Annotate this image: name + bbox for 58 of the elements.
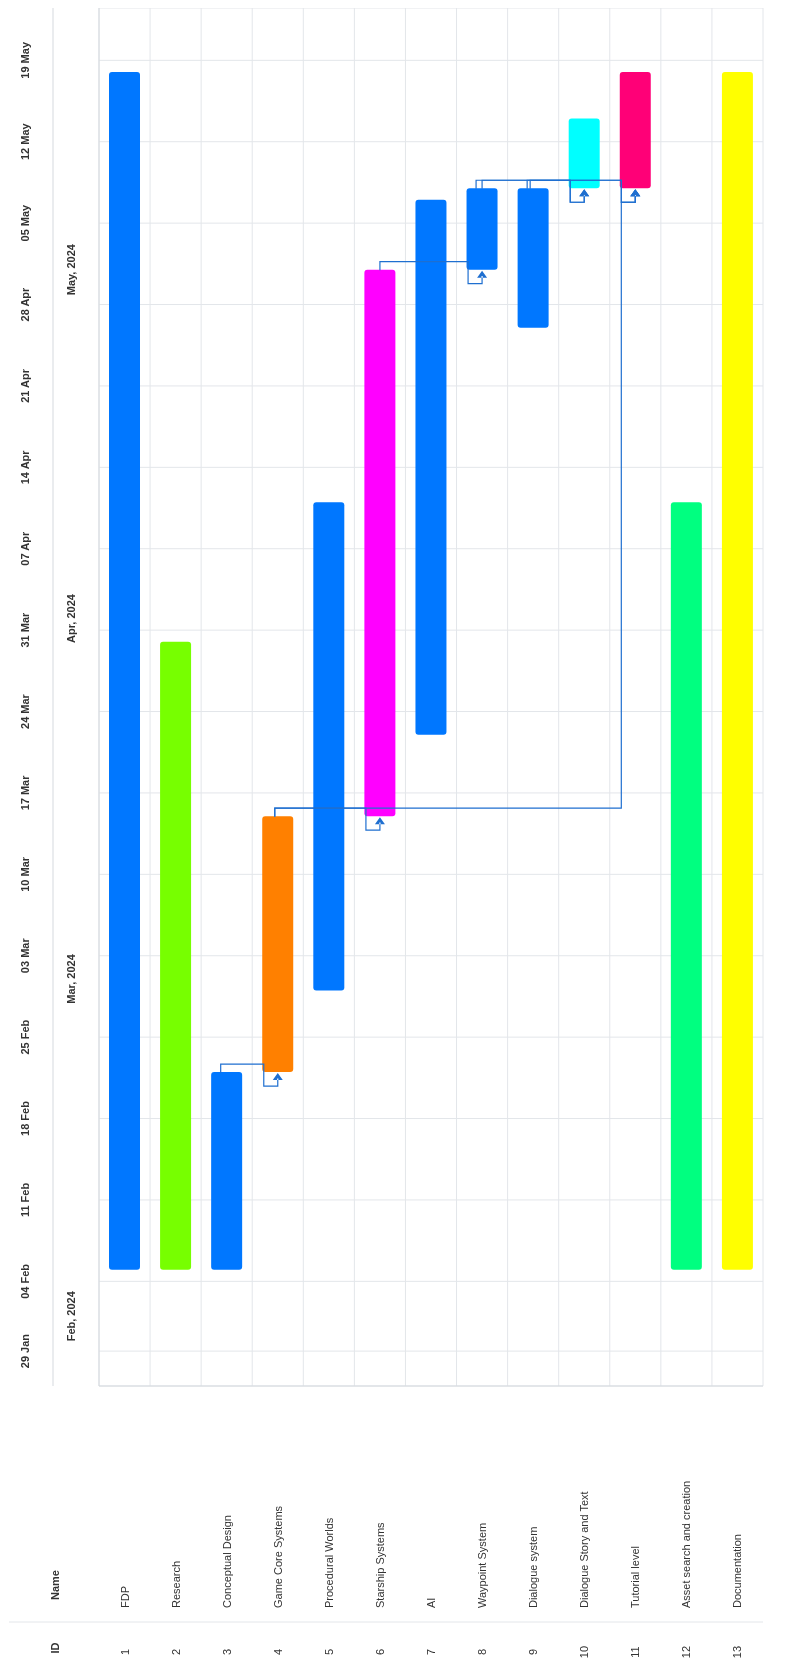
- text: 13: [731, 1645, 744, 1659]
- text: 1: [118, 1648, 131, 1656]
- bar: [670, 502, 702, 1270]
- x-tick-label: Asset search and creation: [680, 1480, 693, 1608]
- bar: [415, 199, 447, 735]
- bar: [160, 641, 192, 1270]
- text: 9: [527, 1648, 540, 1656]
- bar: [364, 269, 396, 817]
- y-tick-label: 18 Feb: [19, 1100, 31, 1136]
- x-tick-label: Game Core Systems: [271, 1505, 284, 1608]
- text: Name: [49, 1570, 61, 1600]
- bar: [313, 502, 345, 991]
- text: 10: [578, 1645, 591, 1659]
- y-tick-label: 31 Mar: [19, 611, 31, 648]
- y-tick-label: 25 Feb: [19, 1019, 31, 1055]
- y-tick-label: 11 Feb: [19, 1182, 31, 1218]
- x-tick-label: Conceptual Design: [220, 1515, 233, 1608]
- text: 12: [680, 1645, 693, 1659]
- y-tick-label: 19 May: [19, 41, 31, 79]
- y-tick-label: 10 Mar: [19, 856, 31, 892]
- x-tick-label: Documentation: [731, 1534, 744, 1608]
- text: ID: [49, 1642, 61, 1654]
- bar: [619, 71, 651, 189]
- x-tick-label: Dialogue system: [527, 1526, 540, 1608]
- x-tick-label: Waypoint System: [476, 1522, 489, 1608]
- y-tick-label: 28 Apr: [19, 286, 31, 322]
- y-tick-label: 12 May: [19, 122, 31, 161]
- text: 7: [425, 1648, 437, 1656]
- text: 3: [220, 1648, 233, 1656]
- y-tick-label: 21 Apr: [19, 368, 31, 403]
- text: 4: [271, 1648, 284, 1656]
- x-tick-label: Research: [169, 1560, 182, 1608]
- y-tick-label: 07 Apr: [19, 531, 31, 566]
- bar: [721, 71, 753, 1270]
- text: 5: [322, 1648, 335, 1656]
- y-tick-label: 03 Mar: [19, 937, 31, 974]
- text: 8: [476, 1648, 489, 1656]
- y2-tick-label: Mar, 2024: [65, 953, 77, 1004]
- x-tick-label: Procedural Worlds: [322, 1517, 335, 1608]
- y-tick-label: 14 Apr: [19, 449, 31, 485]
- y-tick-label: 29 Jan: [19, 1333, 31, 1369]
- y2-tick-label: May, 2024: [65, 243, 77, 296]
- x-tick-label: Dialogue Story and Text: [578, 1491, 591, 1608]
- text: 11: [629, 1646, 642, 1658]
- y-tick-label: 24 Mar: [19, 693, 31, 729]
- y-tick-label: 05 May: [19, 203, 31, 242]
- text: 6: [373, 1648, 386, 1656]
- x-tick-label: Starship Systems: [373, 1521, 386, 1608]
- y2-tick-label: Apr, 2024: [65, 593, 77, 643]
- x-tick-label: AI: [425, 1597, 437, 1608]
- y-tick-label: 04 Feb: [19, 1263, 31, 1299]
- bar: [466, 188, 498, 270]
- y2-tick-label: Feb, 2024: [65, 1290, 77, 1342]
- x-tick-label: FDP: [118, 1586, 131, 1608]
- bar: [109, 71, 140, 1270]
- x-tick-label: Tutorial level: [629, 1546, 642, 1608]
- text: 2: [169, 1648, 182, 1656]
- y-tick-label: 17 Mar: [19, 774, 31, 811]
